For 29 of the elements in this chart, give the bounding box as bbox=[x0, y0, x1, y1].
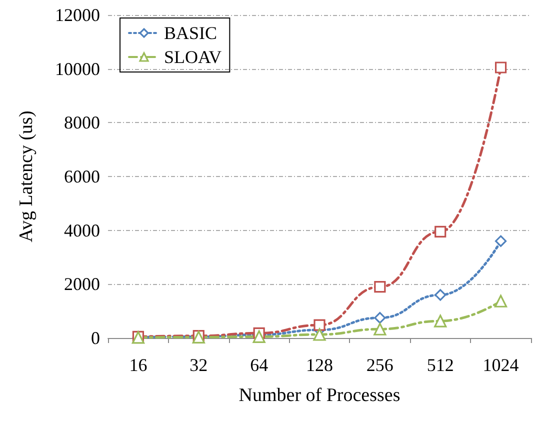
y-tick-label: 0 bbox=[91, 328, 100, 348]
y-tick-label: 4000 bbox=[64, 220, 100, 240]
point bbox=[434, 226, 446, 238]
point bbox=[314, 319, 326, 331]
point bbox=[494, 62, 507, 74]
point bbox=[313, 328, 326, 341]
point bbox=[434, 289, 446, 301]
x-tick-label: 1024 bbox=[482, 355, 519, 375]
x-tick-label: 256 bbox=[366, 355, 394, 375]
y-tick-label: 6000 bbox=[64, 166, 100, 186]
legend-label: BASIC bbox=[164, 23, 218, 43]
point bbox=[494, 294, 508, 308]
x-tick-label: 64 bbox=[250, 355, 268, 375]
y-tick-label: 10000 bbox=[55, 58, 100, 79]
y-axis-title: Avg Latency (us) bbox=[16, 110, 37, 242]
y-tick-label: 12000 bbox=[55, 5, 100, 25]
y-tick-label: 8000 bbox=[64, 112, 100, 133]
point bbox=[374, 322, 386, 336]
legend-label: SLOAV bbox=[164, 47, 222, 67]
x-tick-label: 128 bbox=[306, 355, 333, 375]
point bbox=[434, 314, 447, 328]
x-tick-label: 32 bbox=[190, 355, 208, 375]
point bbox=[494, 235, 507, 247]
x-tick-label: 16 bbox=[129, 355, 148, 375]
x-axis-title: Number of Processes bbox=[238, 385, 400, 406]
point bbox=[374, 312, 386, 324]
point bbox=[374, 281, 386, 293]
x-tick-label: 512 bbox=[426, 355, 454, 375]
y-tick-label: 2000 bbox=[64, 274, 100, 294]
